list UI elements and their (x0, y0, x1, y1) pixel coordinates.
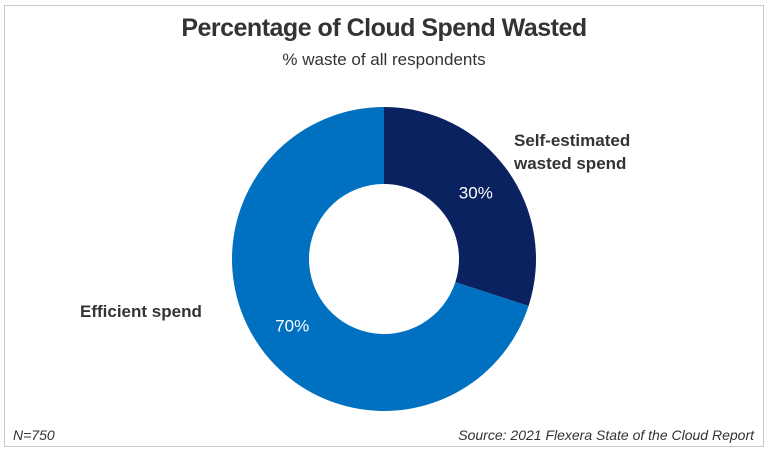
data-label: 30% (459, 183, 493, 202)
data-label: 70% (275, 317, 309, 336)
slice-label-line: Self-estimated (514, 131, 631, 150)
chart-subtitle: % waste of all respondents (282, 50, 486, 69)
sample-size-note: N=750 (13, 427, 55, 443)
source-note: Source: 2021 Flexera State of the Cloud … (458, 427, 754, 443)
donut-slice-wasted (384, 107, 536, 306)
slice-label-line: Efficient spend (80, 302, 202, 321)
slice-label-wasted: Self-estimated wasted spend (514, 129, 630, 175)
slice-label-line: wasted spend (514, 154, 627, 173)
donut-slice-efficient (231, 107, 529, 411)
chart-title: Percentage of Cloud Spend Wasted (181, 14, 587, 42)
slice-label-efficient: Efficient spend (80, 300, 202, 323)
